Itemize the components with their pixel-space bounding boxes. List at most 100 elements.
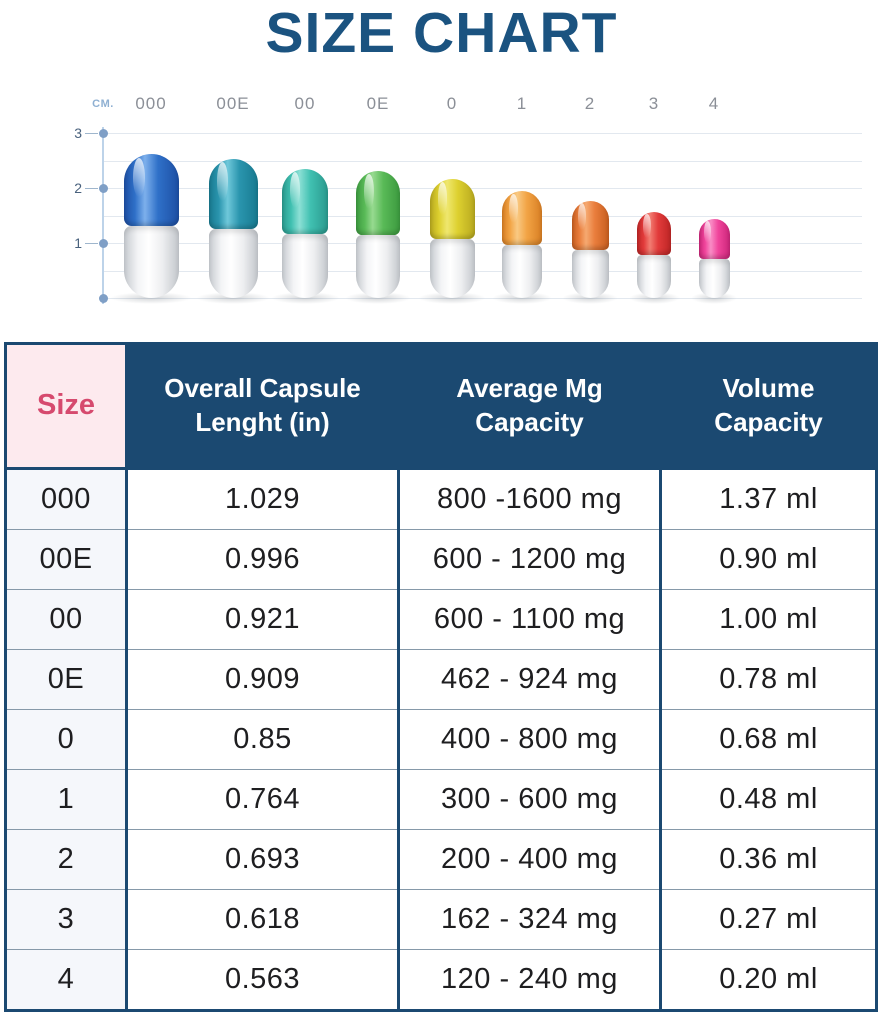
cell-volume: 0.27 ml — [659, 889, 877, 950]
axis-tick-dash — [85, 133, 98, 134]
cell-length: 0.996 — [125, 529, 399, 590]
cell-size: 3 — [4, 889, 127, 950]
capsule-size-chart: 3 2 1 CM. 000 00E 00 0E 0 1 2 3 4 — [0, 0, 883, 335]
cell-length: 0.563 — [125, 949, 399, 1011]
capsule-body — [637, 255, 671, 298]
axis-tick-dot — [98, 293, 108, 303]
capsule-size-label: 00E — [216, 94, 250, 113]
cell-volume: 0.48 ml — [659, 769, 877, 830]
axis-unit-label: CM. — [92, 98, 114, 110]
capsule-4 — [698, 219, 730, 298]
cell-length: 0.921 — [125, 589, 399, 650]
cell-size: 0 — [4, 709, 127, 770]
col-header-mg: Average Mg Capacity — [397, 343, 661, 469]
col-header-length: Overall Capsule Lenght (in) — [125, 343, 399, 469]
table-header-row: Size Overall Capsule Lenght (in) Average… — [4, 343, 877, 469]
capsule-cap — [356, 171, 400, 235]
col-header-size: Size — [4, 343, 127, 469]
cell-size: 1 — [4, 769, 127, 830]
capsule-gloss-highlight — [643, 214, 651, 238]
cell-length: 1.029 — [125, 467, 399, 530]
capsule-cap — [502, 191, 542, 245]
cell-length: 0.693 — [125, 829, 399, 890]
cell-volume: 0.20 ml — [659, 949, 877, 1011]
capsule-shadow — [628, 292, 680, 304]
cell-volume: 1.37 ml — [659, 467, 877, 530]
capsule-body — [282, 233, 328, 298]
capsule-size-label: 0E — [366, 94, 390, 113]
cell-mg: 200 - 400 mg — [397, 829, 661, 890]
capsule-size-label: 000 — [135, 94, 167, 113]
cell-length: 0.618 — [125, 889, 399, 950]
size-table: Size Overall Capsule Lenght (in) Average… — [4, 342, 878, 1012]
capsule-0E — [356, 171, 400, 298]
cell-size: 00E — [4, 529, 127, 590]
capsule-cap — [571, 201, 609, 250]
table-row: 0E 0.909 462 - 924 mg 0.78 ml — [4, 649, 877, 710]
cell-mg: 300 - 600 mg — [397, 769, 661, 830]
cell-mg: 800 -1600 mg — [397, 467, 661, 530]
cell-volume: 0.68 ml — [659, 709, 877, 770]
capsule-body — [356, 234, 400, 298]
capsule-size-label: 1 — [516, 94, 528, 113]
axis-tick-label: 2 — [74, 180, 82, 196]
capsule-gloss-highlight — [437, 181, 448, 215]
grid-line — [103, 215, 862, 217]
grid-line — [103, 160, 862, 162]
axis-tick-label: 3 — [74, 125, 82, 141]
table-row: 4 0.563 120 - 240 mg 0.20 ml — [4, 949, 877, 1011]
grid-line — [103, 298, 862, 299]
table-row: 00 0.921 600 - 1100 mg 1.00 ml — [4, 589, 877, 650]
capsule-gloss-highlight — [363, 174, 374, 210]
capsule-cap — [637, 212, 671, 255]
grid-line — [103, 133, 862, 134]
capsule-gloss-highlight — [290, 172, 301, 208]
cell-volume: 0.90 ml — [659, 529, 877, 590]
table-row: 1 0.764 300 - 600 mg 0.48 ml — [4, 769, 877, 830]
capsule-size-label: 2 — [584, 94, 596, 113]
capsule-size-label: 0 — [446, 94, 458, 113]
capsule-body — [502, 244, 542, 298]
capsule-000 — [123, 154, 179, 298]
grid-line — [103, 188, 862, 189]
cell-mg: 400 - 800 mg — [397, 709, 661, 770]
capsule-1 — [502, 191, 542, 298]
capsule-shadow — [562, 292, 618, 304]
cell-size: 2 — [4, 829, 127, 890]
cell-size: 000 — [4, 467, 127, 530]
capsule-cap — [208, 159, 258, 229]
capsule-shadow — [196, 292, 270, 304]
capsule-cap — [429, 179, 475, 239]
capsule-body — [123, 226, 179, 298]
axis-tick-dot — [98, 128, 108, 138]
cell-volume: 0.78 ml — [659, 649, 877, 710]
cell-mg: 600 - 1200 mg — [397, 529, 661, 590]
capsule-shadow — [690, 292, 738, 304]
capsule-shadow — [109, 292, 193, 304]
capsule-0 — [429, 179, 475, 298]
table-row: 0 0.85 400 - 800 mg 0.68 ml — [4, 709, 877, 770]
capsule-gloss-highlight — [704, 220, 711, 243]
table-row: 2 0.693 200 - 400 mg 0.36 ml — [4, 829, 877, 890]
capsule-size-label: 00 — [294, 94, 316, 113]
grid-line — [103, 243, 862, 244]
cell-length: 0.909 — [125, 649, 399, 710]
axis-tick-dash — [85, 243, 98, 244]
capsule-size-label: 4 — [708, 94, 720, 113]
cell-length: 0.764 — [125, 769, 399, 830]
capsule-shadow — [270, 292, 340, 304]
grid-line — [103, 270, 862, 272]
capsule-cap — [282, 169, 328, 234]
capsule-gloss-highlight — [578, 203, 587, 231]
capsule-body — [698, 258, 730, 298]
capsule-cap — [123, 154, 179, 226]
capsule-00 — [282, 169, 328, 298]
cell-size: 4 — [4, 949, 127, 1011]
table-row: 3 0.618 162 - 324 mg 0.27 ml — [4, 889, 877, 950]
capsule-shadow — [418, 292, 486, 304]
page-title: SIZE CHART — [265, 1, 618, 65]
capsule-gloss-highlight — [133, 157, 146, 198]
capsule-00E — [208, 159, 258, 298]
axis-tick-dot — [98, 183, 108, 193]
capsule-size-label: 3 — [648, 94, 660, 113]
